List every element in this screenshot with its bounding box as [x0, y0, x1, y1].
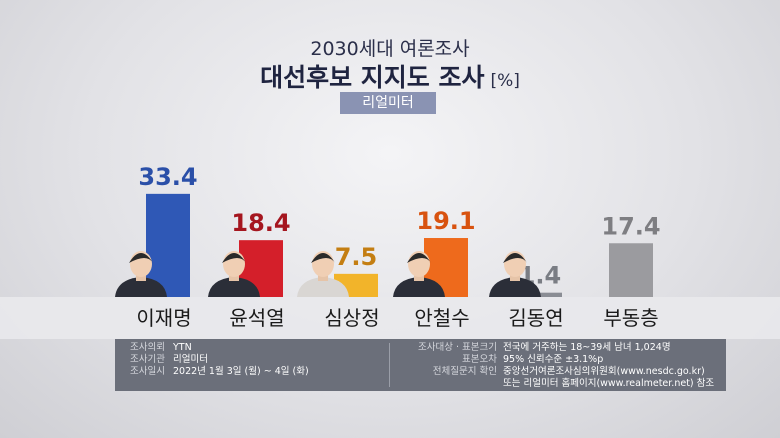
info-label: 조사기관: [130, 354, 165, 365]
category-label: 심상정: [324, 306, 380, 330]
value-label: 18.4: [231, 209, 290, 237]
info-value: 또는 리얼미터 홈페이지(www.realmeter.net) 참조: [503, 378, 715, 389]
info-value: 전국에 거주하는 18~39세 남녀 1,024명: [503, 342, 671, 353]
value-label: 7.5: [335, 243, 378, 271]
info-row: 전체질문지 확인 중앙선거여론조사심의위원회(www.nesdc.go.kr): [393, 366, 723, 378]
candidate-photo: [393, 251, 445, 297]
category-label: 김동연: [508, 306, 564, 330]
candidate-photo: [489, 251, 541, 297]
category-label: 부동층: [603, 306, 659, 330]
category-label: 이재명: [136, 306, 192, 330]
value-label: 17.4: [601, 212, 660, 240]
survey-info-box: 조사의뢰 YTN 조사기관 리얼미터 조사일시 2022년 1월 3일 (월) …: [115, 339, 726, 391]
info-value: 리얼미터: [173, 354, 208, 365]
info-value: 95% 신뢰수준 ±3.1%p: [503, 354, 604, 365]
info-row: 조사대상 · 표본크기 전국에 거주하는 18~39세 남녀 1,024명: [393, 342, 723, 354]
candidate-photo: [208, 251, 260, 297]
info-divider: [389, 343, 390, 387]
chart-title: 대선후보 지지도 조사 [%]: [0, 58, 780, 94]
category-label: 안철수: [414, 306, 470, 330]
info-label: 조사대상 · 표본크기: [418, 342, 497, 353]
candidate-names: 이재명 윤석열 심상정 안철수 김동연 부동층: [0, 300, 780, 336]
chart-title-text: 대선후보 지지도 조사: [260, 63, 485, 92]
info-row: 조사의뢰 YTN: [115, 342, 385, 354]
source-badge: 리얼미터: [340, 92, 436, 114]
candidate-photo: [297, 251, 349, 297]
info-label: 전체질문지 확인: [432, 366, 497, 377]
unit-label: [%]: [490, 71, 520, 91]
value-label: 33.4: [138, 163, 197, 191]
chart-subtitle: 2030세대 여론조사: [310, 38, 470, 60]
name-band: [0, 297, 780, 339]
info-value: 2022년 1월 3일 (월) ~ 4일 (화): [173, 366, 309, 377]
info-value: YTN: [173, 342, 192, 353]
value-label: 19.1: [416, 207, 475, 235]
info-value: 중앙선거여론조사심의위원회(www.nesdc.go.kr): [503, 366, 705, 377]
bar-6: [609, 243, 653, 297]
category-label: 윤석열: [229, 306, 285, 330]
candidate-photo: [115, 251, 167, 297]
info-row: 조사기관 리얼미터: [115, 354, 385, 366]
info-label: 조사일시: [130, 366, 165, 377]
info-row: 또는 리얼미터 홈페이지(www.realmeter.net) 참조: [393, 378, 723, 390]
info-label: 조사의뢰: [130, 342, 165, 353]
info-label: 표본오차: [462, 354, 497, 365]
info-row: 조사일시 2022년 1월 3일 (월) ~ 4일 (화): [115, 366, 385, 378]
info-row: 표본오차 95% 신뢰수준 ±3.1%p: [393, 354, 723, 366]
